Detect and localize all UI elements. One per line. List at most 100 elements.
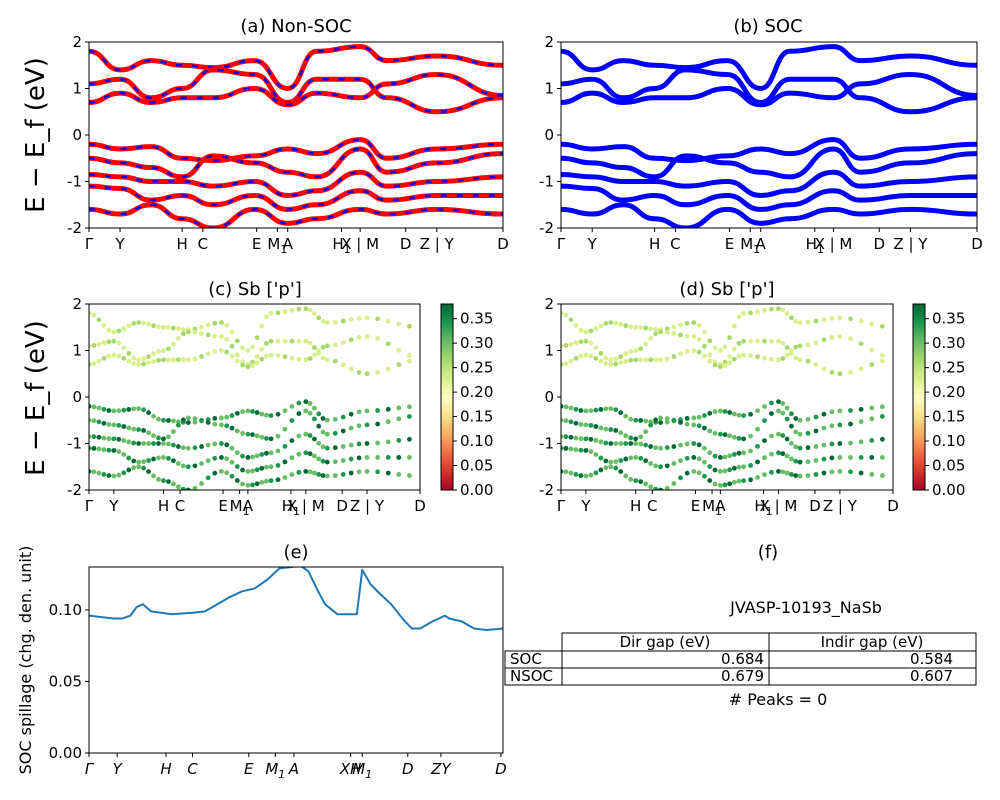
projection-point <box>254 360 260 366</box>
projection-point <box>250 408 255 414</box>
projection-point <box>879 323 885 329</box>
projection-point <box>805 358 811 364</box>
projection-point <box>628 348 634 354</box>
projection-point <box>316 423 322 429</box>
projection-point <box>240 362 245 368</box>
projection-point <box>316 315 322 321</box>
projection-point <box>303 306 309 312</box>
projection-point <box>126 425 132 431</box>
projection-point <box>748 448 753 454</box>
projection-point <box>199 417 204 423</box>
projection-point <box>161 348 166 353</box>
projection-point <box>702 343 707 349</box>
projection-point <box>296 433 302 439</box>
projection-point <box>356 370 362 375</box>
projection-point <box>151 441 156 446</box>
projection-point <box>869 347 875 353</box>
projection-point <box>250 468 255 474</box>
projection-point <box>722 408 728 414</box>
projection-point <box>741 352 746 358</box>
projection-point <box>320 473 326 479</box>
projection-point <box>748 463 753 468</box>
projection-point <box>678 351 683 357</box>
projection-point <box>240 359 245 365</box>
projection-point <box>813 444 819 449</box>
e-xtick-label: ZY <box>430 760 452 778</box>
projection-point <box>146 430 151 436</box>
projection-point <box>702 445 707 451</box>
projection-point <box>598 358 604 364</box>
d-xtick-label: Y <box>580 497 591 515</box>
projection-point <box>89 469 92 474</box>
projection-point <box>653 357 659 363</box>
projection-point <box>332 358 338 364</box>
projection-point <box>643 481 649 487</box>
projection-point <box>106 422 112 427</box>
projection-point <box>829 441 835 447</box>
projection-point <box>748 338 753 344</box>
colorbar-tick-label: 0.30 <box>932 334 965 352</box>
band-line <box>89 202 503 228</box>
projection-point <box>727 354 733 359</box>
projection-point <box>671 444 677 449</box>
projection-point <box>316 456 322 462</box>
projection-point <box>879 473 885 479</box>
projection-point <box>156 357 161 363</box>
e-xtick-label: A <box>288 760 299 778</box>
projection-point <box>696 456 702 462</box>
projection-point <box>628 476 634 482</box>
a-xtick-label: Z | Y <box>420 235 455 253</box>
projection-point <box>583 338 589 344</box>
projection-point <box>275 411 281 417</box>
projection-point <box>722 432 728 438</box>
projection-point <box>613 320 619 326</box>
projection-point <box>254 354 260 359</box>
projection-point <box>229 445 235 451</box>
projection-point <box>268 352 274 358</box>
projection-point <box>268 310 274 316</box>
projection-point <box>131 440 137 446</box>
projection-point <box>175 484 181 490</box>
projection-point <box>736 412 742 418</box>
b-xtick-label: Y <box>587 235 598 253</box>
projection-point <box>603 321 609 326</box>
projection-point <box>212 415 218 421</box>
projection-point <box>180 357 186 363</box>
projection-point <box>146 321 151 327</box>
projection-point <box>264 436 269 441</box>
projection-point <box>664 419 670 425</box>
projection-point <box>869 416 875 422</box>
a-xtick-label: D <box>497 235 509 253</box>
projection-point <box>219 320 224 325</box>
projection-point <box>598 407 604 412</box>
projection-point <box>879 358 885 364</box>
projection-point <box>563 445 569 451</box>
projection-point <box>91 312 97 318</box>
projection-point <box>797 445 803 451</box>
projection-point <box>324 357 330 363</box>
e-ytick-label: 0.10 <box>49 601 82 619</box>
projection-point <box>175 326 181 332</box>
projection-point <box>658 357 663 363</box>
projection-point <box>813 472 819 477</box>
projection-point <box>780 356 786 361</box>
projection-point <box>731 356 737 362</box>
projection-point <box>282 475 288 480</box>
projection-point <box>741 450 746 456</box>
projection-point <box>171 357 176 363</box>
projection-point <box>205 322 211 328</box>
projection-point <box>364 455 370 460</box>
projection-point <box>146 354 151 359</box>
projection-point <box>296 400 302 406</box>
projection-point <box>141 356 147 362</box>
projection-point <box>780 307 786 313</box>
row-label-nsoc: NSOC <box>510 667 553 685</box>
band-line <box>561 72 977 108</box>
projection-point <box>848 455 853 460</box>
band-line <box>561 67 977 115</box>
projection-point <box>568 434 574 440</box>
projection-point <box>282 443 288 449</box>
projection-point <box>736 478 742 484</box>
projection-point <box>356 423 362 429</box>
